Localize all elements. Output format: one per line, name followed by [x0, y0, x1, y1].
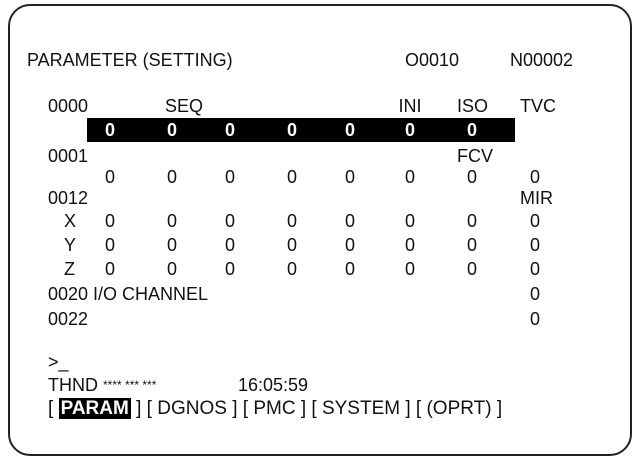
crt-screen — [8, 4, 632, 456]
bit-value[interactable]: 0 — [224, 235, 235, 255]
bit-value[interactable]: 0 — [344, 120, 355, 140]
mode: THND — [48, 375, 98, 395]
bit-value[interactable]: 0 — [404, 235, 415, 255]
bit-value[interactable]: 0 — [104, 259, 115, 279]
bit-label: MIR — [520, 188, 553, 208]
sequence-number: N00002 — [510, 50, 574, 70]
axis-label: Y — [64, 235, 77, 255]
bit-value[interactable]: 0 — [466, 167, 477, 187]
bit-value[interactable]: 0 — [404, 211, 415, 231]
cursor-highlight — [87, 118, 515, 142]
param-number: 0012 — [48, 188, 89, 208]
param-number: 0001 — [48, 146, 89, 166]
softkey-oprt[interactable]: [ (OPRT) ] — [415, 398, 503, 419]
bit-value[interactable]: 0 — [529, 167, 540, 187]
bit-label: SEQ — [165, 96, 204, 116]
bit-value[interactable]: 0 — [466, 211, 477, 231]
bit-value[interactable]: 0 — [344, 235, 355, 255]
softkey-param[interactable]: [ PARAM ] — [48, 398, 142, 419]
bit-value[interactable]: 0 — [286, 120, 297, 140]
axis-label: X — [64, 211, 77, 231]
bit-value[interactable]: 0 — [466, 235, 477, 255]
program-number: O0010 — [405, 50, 460, 70]
bit-value[interactable]: 0 — [224, 167, 235, 187]
softkey-system[interactable]: [ SYSTEM ] — [311, 398, 411, 419]
bit-value[interactable]: 0 — [286, 235, 297, 255]
bit-value[interactable]: 0 — [166, 259, 177, 279]
status-flags: **** *** *** — [103, 378, 157, 392]
bit-value[interactable]: 0 — [529, 211, 540, 231]
bit-value[interactable]: 0 — [529, 259, 540, 279]
softkey-label: PARAM — [58, 398, 131, 419]
bit-value[interactable]: 0 — [286, 211, 297, 231]
status-mode: THND **** *** *** — [48, 375, 156, 395]
bit-value[interactable]: 0 — [404, 259, 415, 279]
bit-value[interactable]: 0 — [104, 211, 115, 231]
param-io-channel: 0020 I/O CHANNEL — [48, 284, 209, 304]
softkey-label: DGNOS — [157, 398, 227, 419]
bit-value[interactable]: 0 — [404, 120, 415, 140]
axis-label: Z — [64, 259, 75, 279]
softkey-label: (OPRT) — [426, 398, 492, 419]
param-value[interactable]: 0 — [529, 284, 540, 304]
bit-value[interactable]: 0 — [104, 235, 115, 255]
bit-value[interactable]: 0 — [466, 259, 477, 279]
bit-value[interactable]: 0 — [286, 259, 297, 279]
bit-value[interactable]: 0 — [166, 120, 177, 140]
bit-label: FCV — [457, 146, 493, 166]
bit-value[interactable]: 0 — [224, 259, 235, 279]
bit-label: INI — [398, 96, 422, 116]
screen-title: PARAMETER (SETTING) — [27, 50, 233, 70]
bit-value[interactable]: 0 — [166, 235, 177, 255]
bit-value[interactable]: 0 — [104, 167, 115, 187]
bit-value[interactable]: 0 — [224, 211, 235, 231]
bit-value[interactable]: 0 — [344, 167, 355, 187]
bit-value[interactable]: 0 — [529, 235, 540, 255]
bit-value[interactable]: 0 — [466, 120, 477, 140]
softkey-dgnos[interactable]: [ DGNOS ] — [146, 398, 238, 419]
bit-label: TVC — [520, 96, 556, 116]
param-value[interactable]: 0 — [529, 309, 540, 329]
softkey-label: PMC — [253, 398, 301, 419]
clock: 16:05:59 — [238, 375, 309, 395]
bit-value[interactable]: 0 — [404, 167, 415, 187]
softkey-bar: [ PARAM ] [ DGNOS ] [ PMC ] [ SYSTEM ] [… — [48, 398, 503, 419]
bit-label: ISO — [457, 96, 489, 116]
bit-value[interactable]: 0 — [104, 120, 115, 140]
input-prompt[interactable]: >_ — [48, 352, 69, 372]
bit-value[interactable]: 0 — [166, 211, 177, 231]
bit-value[interactable]: 0 — [224, 120, 235, 140]
bit-value[interactable]: 0 — [344, 211, 355, 231]
softkey-pmc[interactable]: [ PMC ] — [242, 398, 307, 419]
param-number: 0000 — [48, 96, 89, 116]
bit-value[interactable]: 0 — [166, 167, 177, 187]
param-number: 0022 — [48, 309, 89, 329]
bit-value[interactable]: 0 — [286, 167, 297, 187]
bit-value[interactable]: 0 — [344, 259, 355, 279]
softkey-label: SYSTEM — [321, 398, 401, 419]
